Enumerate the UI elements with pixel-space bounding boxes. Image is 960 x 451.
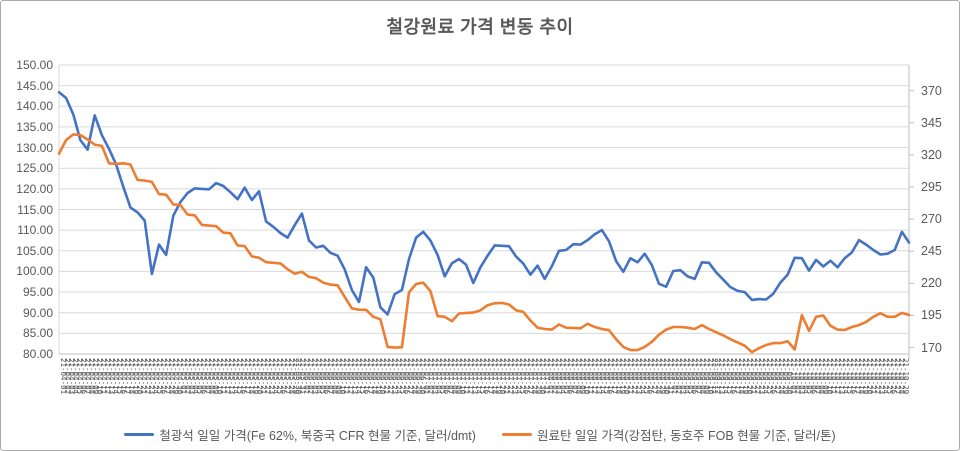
- y-axis-left-tick-label: 120.00: [16, 181, 53, 196]
- y-axis-right-tick-label: 370: [921, 83, 942, 98]
- legend-item-coking-coal: 원료탄 일일 가격(강점탄, 동호주 FOB 현물 기준, 달러/톤): [501, 425, 836, 444]
- y-axis-left-tick-label: 105.00: [16, 243, 53, 258]
- y-axis-left-tick-label: 130.00: [16, 140, 53, 155]
- y-axis-right-tick-label: 245: [921, 244, 942, 259]
- legend-label-iron-ore: 철광석 일일 가격(Fe 62%, 북중국 CFR 현물 기준, 달러/dmt): [159, 428, 476, 443]
- y-axis-left-tick-label: 145.00: [16, 78, 53, 93]
- y-axis-left-tick-label: 135.00: [16, 119, 53, 134]
- y-axis-right-tick-label: 295: [921, 180, 942, 195]
- y-axis-left-tick-label: 100.00: [16, 264, 53, 279]
- y-axis-left-tick-label: 95.00: [22, 285, 53, 300]
- legend-label-coking-coal: 원료탄 일일 가격(강점탄, 동호주 FOB 현물 기준, 달러/톤): [536, 428, 836, 443]
- y-axis-left-tick-label: 110.00: [17, 223, 53, 238]
- y-axis-left-tick-label: 90.00: [22, 305, 53, 320]
- y-axis-right-tick-label: 320: [921, 147, 942, 162]
- y-axis-right-tick-label: 220: [921, 276, 942, 291]
- chart-title: 철강원료 가격 변동 추이: [386, 17, 574, 37]
- y-axis-left-tick-label: 85.00: [22, 326, 53, 341]
- y-axis-left-tick-label: 125.00: [16, 161, 53, 176]
- y-axis-left-tick-label: 115.00: [17, 202, 53, 217]
- series-coking-coal-line: [57, 133, 911, 354]
- y-axis-left-tick-label: 150.00: [16, 58, 53, 72]
- series-iron-ore-line: [57, 90, 911, 316]
- legend-item-iron-ore: 철광석 일일 가격(Fe 62%, 북중국 CFR 현물 기준, 달러/dmt): [124, 425, 476, 444]
- y-axis-right-tick-label: 195: [921, 308, 942, 323]
- x-axis-tick-label: 21-10-29: [901, 358, 909, 395]
- y-axis-right-tick-label: 345: [921, 115, 942, 130]
- legend: 철광석 일일 가격(Fe 62%, 북중국 CFR 현물 기준, 달러/dmt)…: [1, 424, 959, 444]
- x-axis-label-band: 21-04-01 21-04-02 21-04-03 21-04-04 21-04-05…: [59, 358, 909, 415]
- y-axis-left-tick-label: 80.00: [22, 347, 53, 361]
- y-axis-right-tick-label: 170: [921, 340, 942, 355]
- y-axis-left-tick-label: 140.00: [16, 99, 53, 114]
- legend-line-swatch-coking-coal: [501, 432, 532, 436]
- legend-line-swatch-iron-ore: [124, 432, 155, 436]
- y-axis-right-tick-label: 270: [921, 212, 942, 227]
